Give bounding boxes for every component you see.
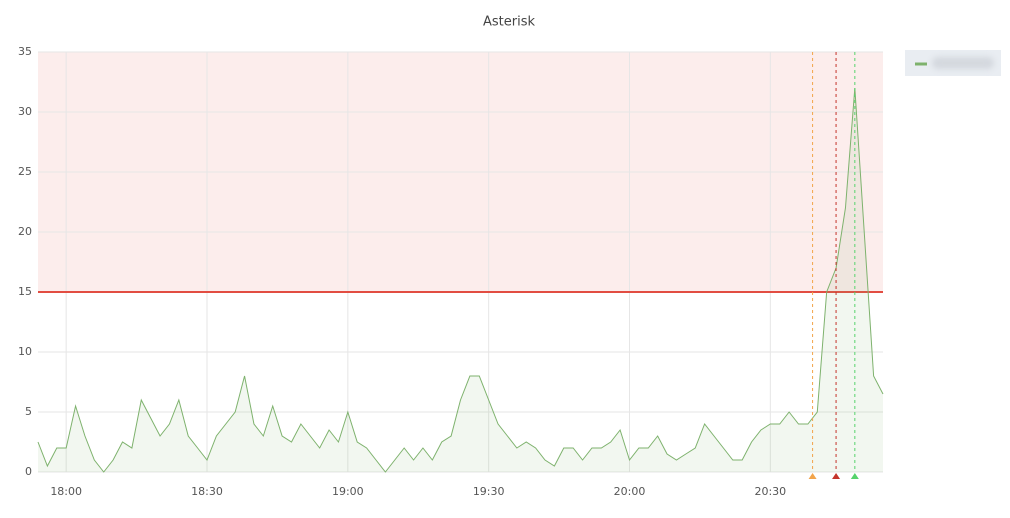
- x-tick-label: 19:00: [332, 485, 364, 498]
- area: [38, 88, 883, 472]
- annotation-marker: [808, 473, 817, 479]
- y-tick-label: 15: [18, 285, 32, 298]
- line: [37, 87, 884, 473]
- y-tick-label: 35: [18, 45, 32, 58]
- x-tick-label: 20:00: [614, 485, 646, 498]
- y-tick-label: 0: [25, 465, 32, 478]
- annotation-marker: [850, 473, 859, 479]
- y-tick-label: 25: [18, 165, 32, 178]
- y-tick-label: 5: [25, 405, 32, 418]
- legend-label-blurred: [932, 57, 994, 69]
- y-tick-label: 20: [18, 225, 32, 238]
- x-tick-label: 20:30: [754, 485, 786, 498]
- annotation-marker: [832, 473, 841, 479]
- x-tick-label: 18:00: [50, 485, 82, 498]
- x-tick-label: 18:30: [191, 485, 223, 498]
- x-tick-label: 19:30: [473, 485, 505, 498]
- chart-title: Asterisk: [483, 15, 535, 30]
- y-tick-label: 30: [18, 105, 32, 118]
- y-tick-label: 10: [18, 345, 32, 358]
